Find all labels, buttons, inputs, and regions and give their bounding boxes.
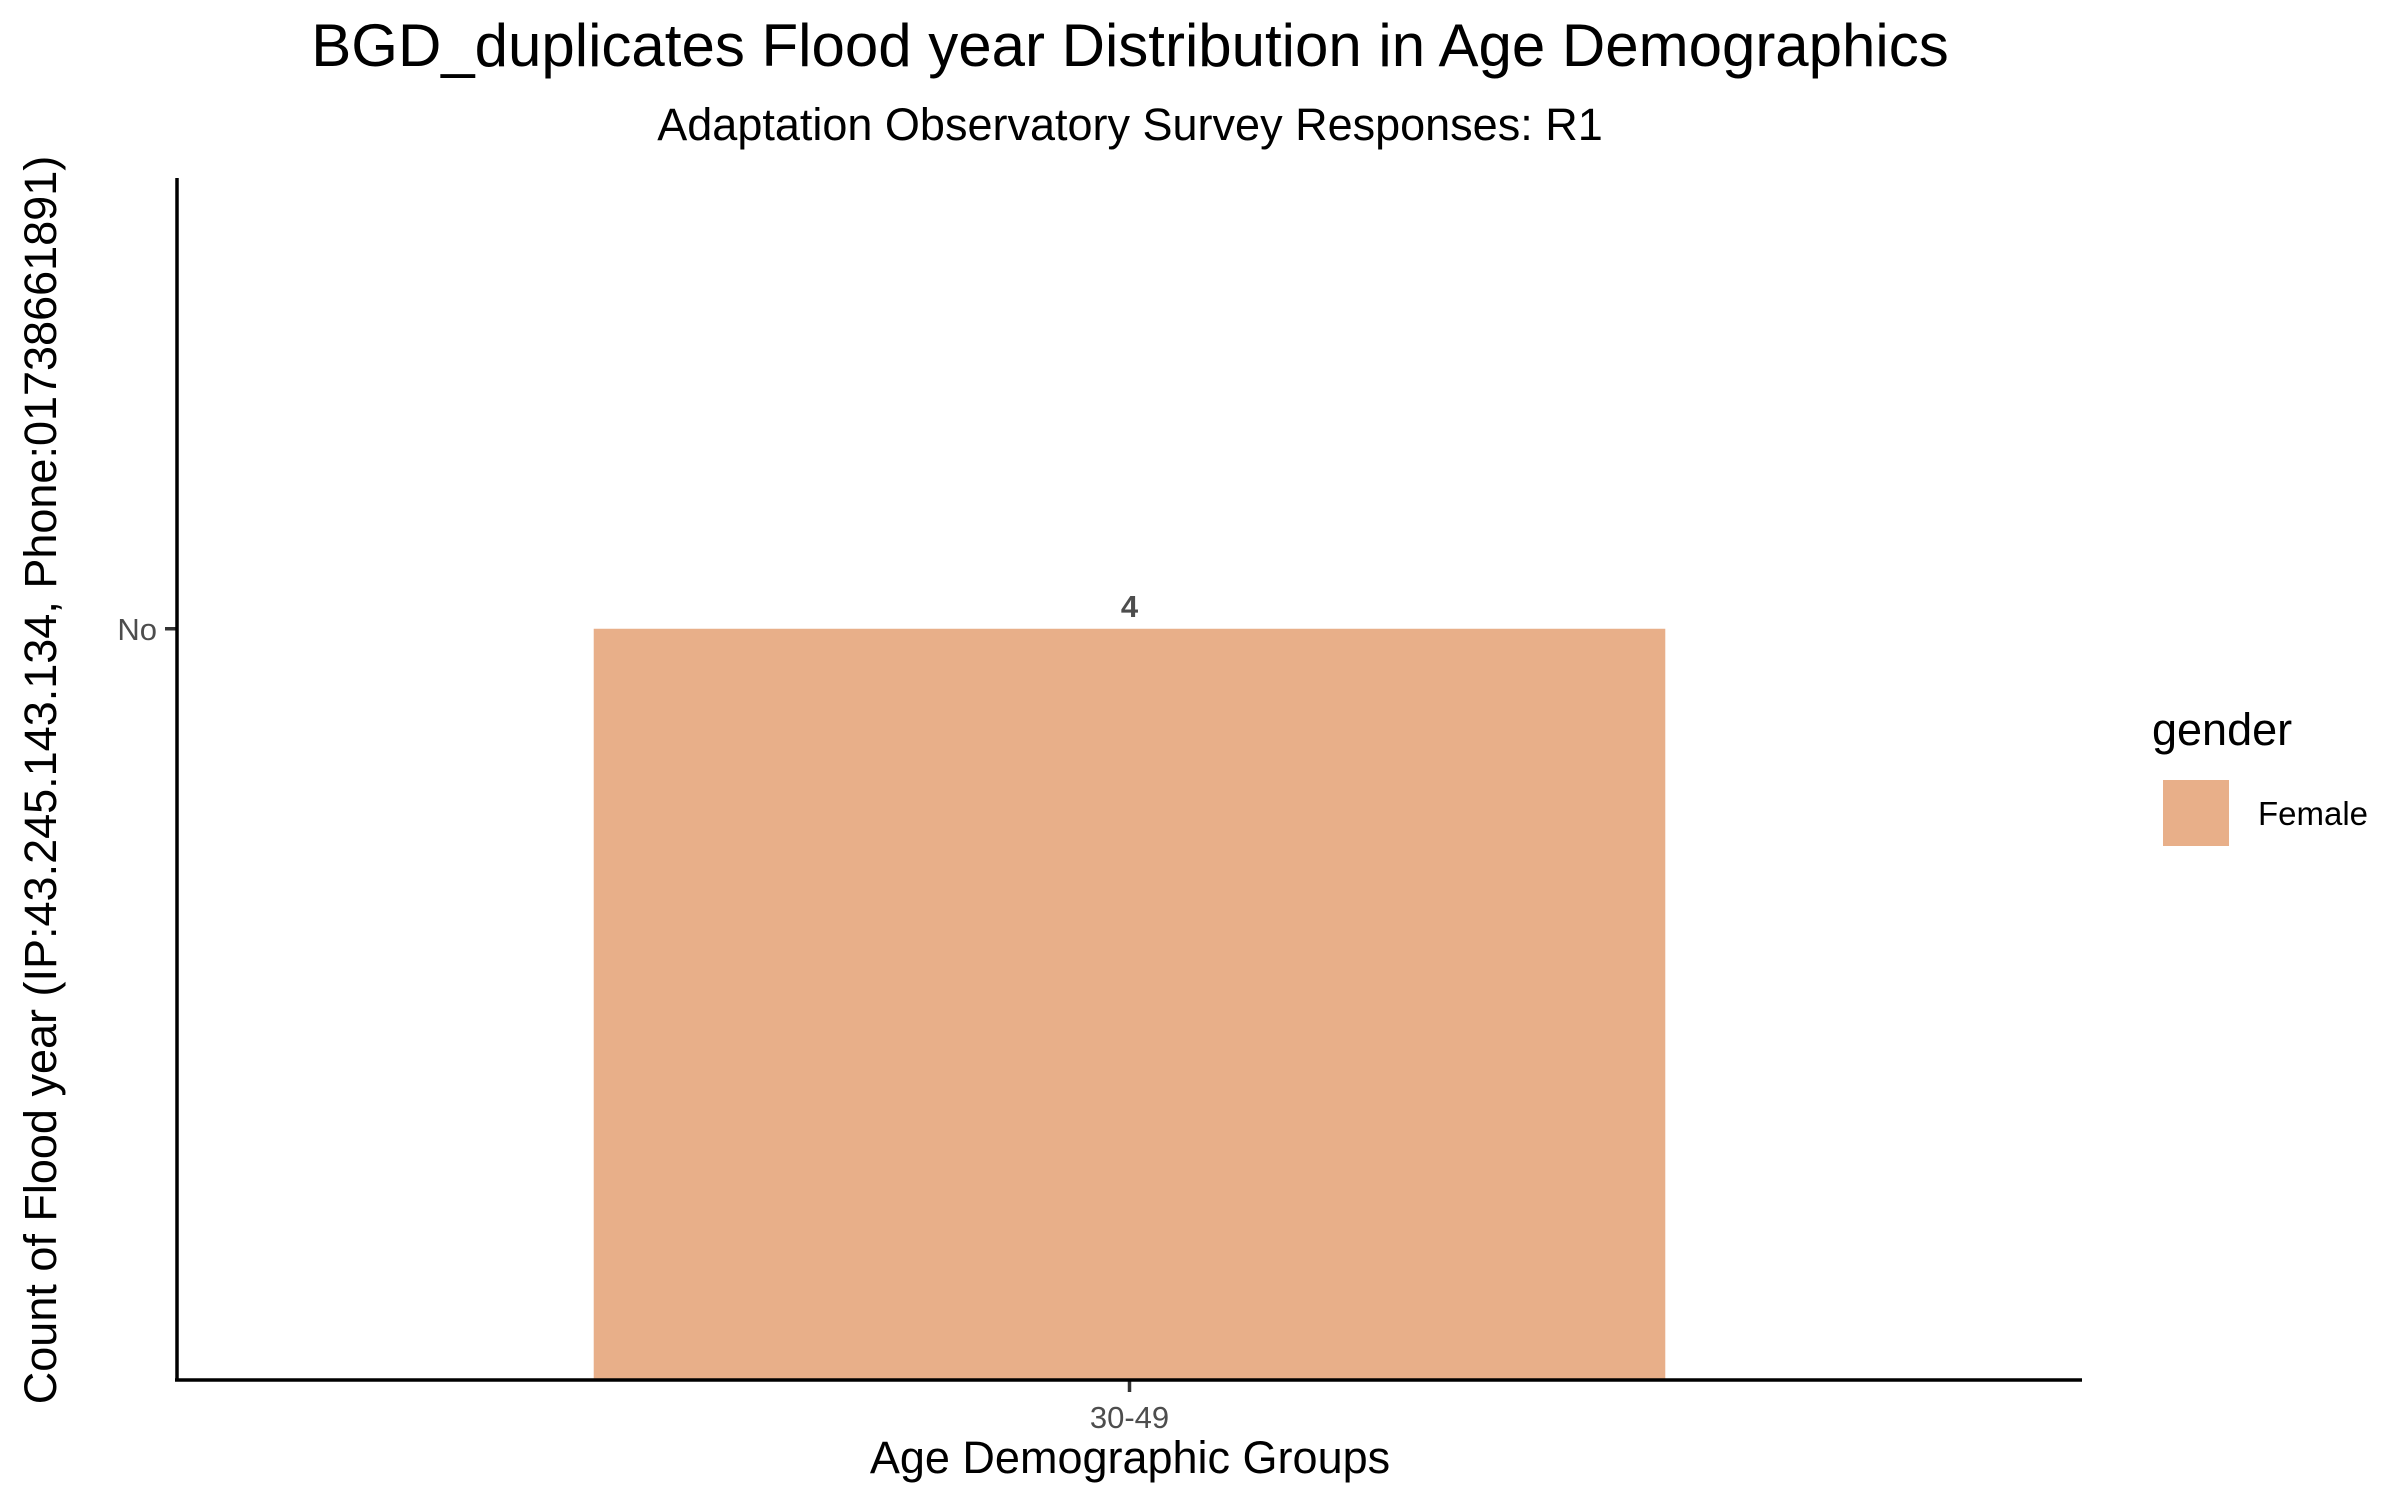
x-axis-title: Age Demographic Groups: [870, 1432, 1390, 1483]
x-axis-ticks: 30-49: [1090, 1380, 1169, 1435]
y-axis-title: Count of Flood year (IP:43.245.143.134, …: [15, 156, 66, 1404]
y-axis-ticks: No: [117, 612, 177, 647]
data-labels: 4: [1121, 589, 1139, 624]
chart-title: BGD_duplicates Flood year Distribution i…: [311, 12, 1949, 79]
bar: [593, 628, 1666, 1380]
chart-subtitle: Adaptation Observatory Survey Responses:…: [657, 99, 1602, 150]
y-tick-label: No: [117, 612, 157, 647]
bar-data-label: 4: [1121, 589, 1139, 624]
legend-title: gender: [2152, 704, 2292, 755]
legend-items: Female: [2163, 780, 2368, 846]
x-tick-label: 30-49: [1090, 1400, 1169, 1435]
legend: gender Female: [2152, 704, 2368, 846]
legend-swatch: [2163, 780, 2229, 846]
legend-label: Female: [2258, 795, 2368, 832]
bars: [593, 628, 1666, 1380]
